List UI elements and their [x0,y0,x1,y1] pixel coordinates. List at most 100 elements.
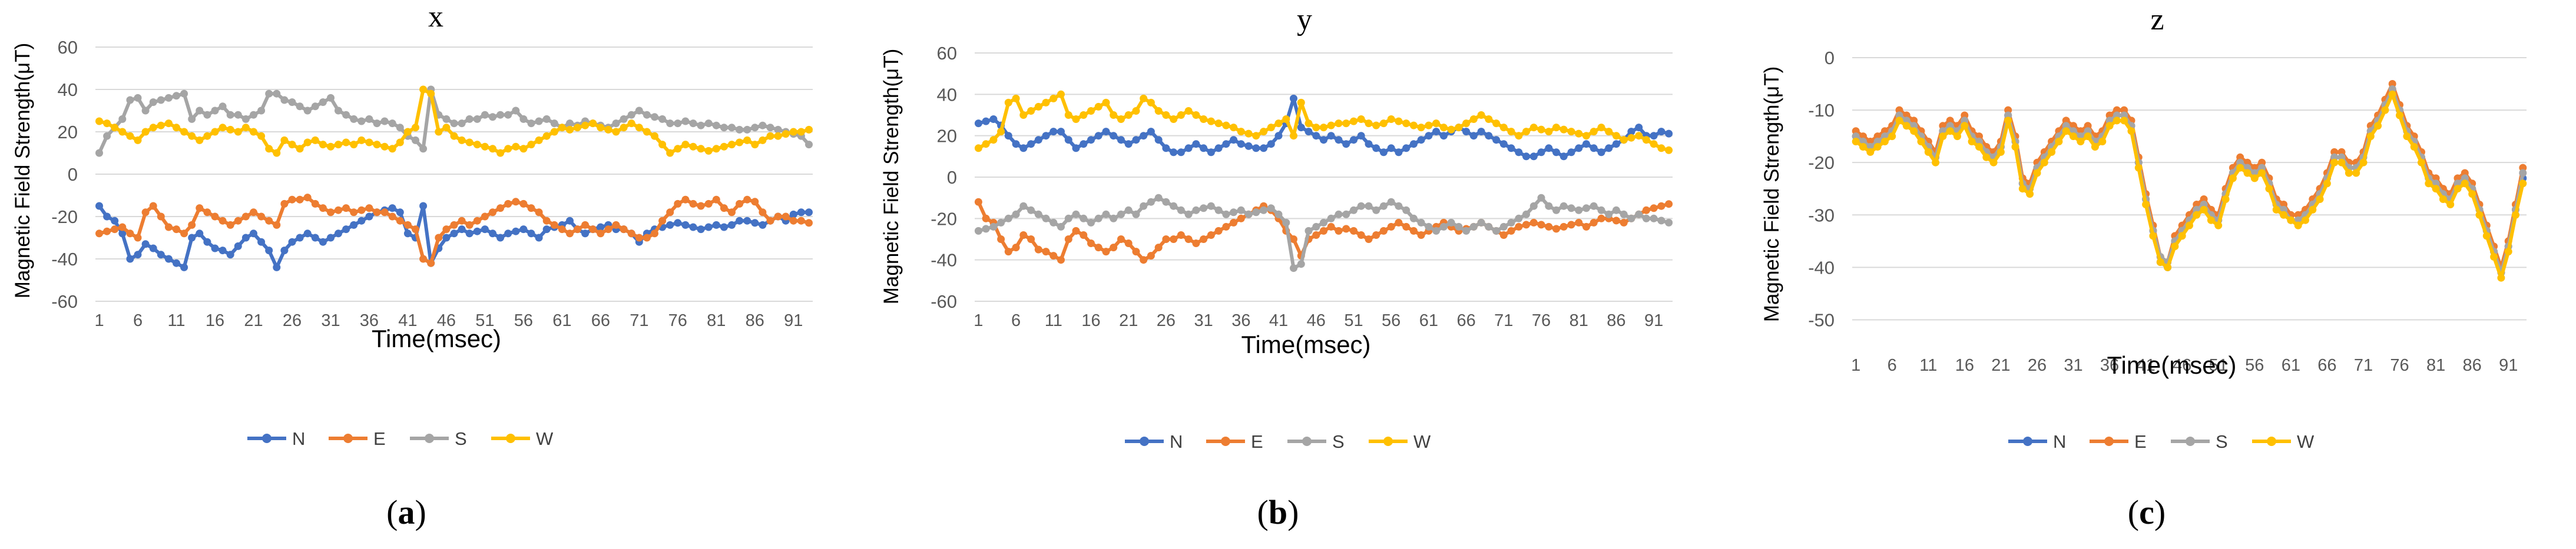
data-point [1439,132,1448,140]
data-point [1057,90,1065,98]
data-point [1004,98,1012,107]
data-point [2156,258,2164,266]
data-point [1049,252,1058,260]
data-point [2193,211,2201,219]
data-point [1252,144,1260,152]
data-point [1192,206,1200,214]
data-point [1072,227,1080,235]
data-point [1417,231,1425,239]
data-point [1545,144,1553,152]
data-point [226,221,234,229]
data-point [1537,148,1545,157]
data-point [997,235,1005,243]
data-point [1627,134,1635,142]
data-point [782,130,790,138]
data-point [1200,144,1208,152]
data-point [1342,225,1350,233]
data-point [288,98,296,107]
data-point [1975,143,1983,151]
data-point [535,136,543,144]
data-point [2091,143,2099,151]
legend-label: W [536,428,554,449]
data-point [134,136,142,144]
data-point [2062,127,2070,135]
data-point [2490,253,2498,261]
data-point [1140,256,1148,264]
data-point [1049,218,1058,227]
data-point [412,124,419,132]
data-point [1515,132,1523,140]
data-point [342,204,350,212]
data-point [504,111,512,119]
data-point [1620,136,1628,144]
data-point [774,125,782,134]
data-point [728,141,736,149]
data-point [1462,128,1471,136]
data-point [373,208,381,217]
data-point [126,229,134,238]
data-point [412,136,419,144]
data-point [766,124,774,132]
data-point [1402,222,1410,231]
data-point [1537,194,1545,202]
data-point [365,204,373,212]
data-point [736,138,744,147]
data-point [164,223,173,231]
x-tick-label: 31 [321,311,340,330]
data-point [1214,227,1223,235]
data-point [1880,138,1889,145]
data-point [273,221,281,229]
x-tick-label: 91 [2499,356,2518,375]
data-point [643,234,651,242]
data-point [1852,138,1860,145]
data-point [2280,211,2288,219]
data-point [319,141,327,149]
data-point [342,225,350,234]
data-point [1379,227,1388,235]
data-point [1170,202,1178,210]
data-point [241,124,250,132]
data-point [1214,144,1223,152]
data-point [211,107,219,115]
x-tick-label: 6 [1888,356,1897,375]
data-point [196,229,204,238]
data-point [1387,222,1395,231]
data-point [1529,218,1538,227]
data-point [1379,148,1388,157]
data-point [357,117,366,125]
data-point [581,221,590,229]
data-point [1425,121,1433,129]
x-tick-label: 41 [398,311,417,330]
chart-panel-z: z0-10-20-30-40-501 6 11 16 21 26 31 36 41 46 51 56 6… [1760,3,2527,531]
x-tick-label: 51 [475,311,494,330]
x-tick-label: 76 [668,311,687,330]
data-point [620,225,628,234]
data-point [311,199,319,208]
data-point [280,136,289,144]
data-point [95,149,103,157]
data-point [196,204,204,212]
x-axis-label: Time(msec) [1241,331,1370,358]
y-tick-label: 20 [58,122,78,142]
data-point [1852,127,1860,135]
data-point [1297,98,1305,107]
data-point [1019,144,1028,152]
data-point [458,119,466,128]
data-point [535,208,543,217]
data-point [203,208,211,217]
data-point [774,132,782,140]
data-point [1917,138,1925,145]
data-point [1387,198,1395,206]
data-point [412,225,419,234]
data-point [2475,211,2484,219]
data-point [1184,235,1193,243]
data-point [542,132,551,140]
data-point [1312,231,1320,239]
data-point [1522,221,1530,229]
data-point [1200,204,1208,212]
data-point [1027,206,1035,214]
data-point [126,255,134,263]
x-tick-label: 26 [283,311,302,330]
data-point [1545,222,1553,231]
